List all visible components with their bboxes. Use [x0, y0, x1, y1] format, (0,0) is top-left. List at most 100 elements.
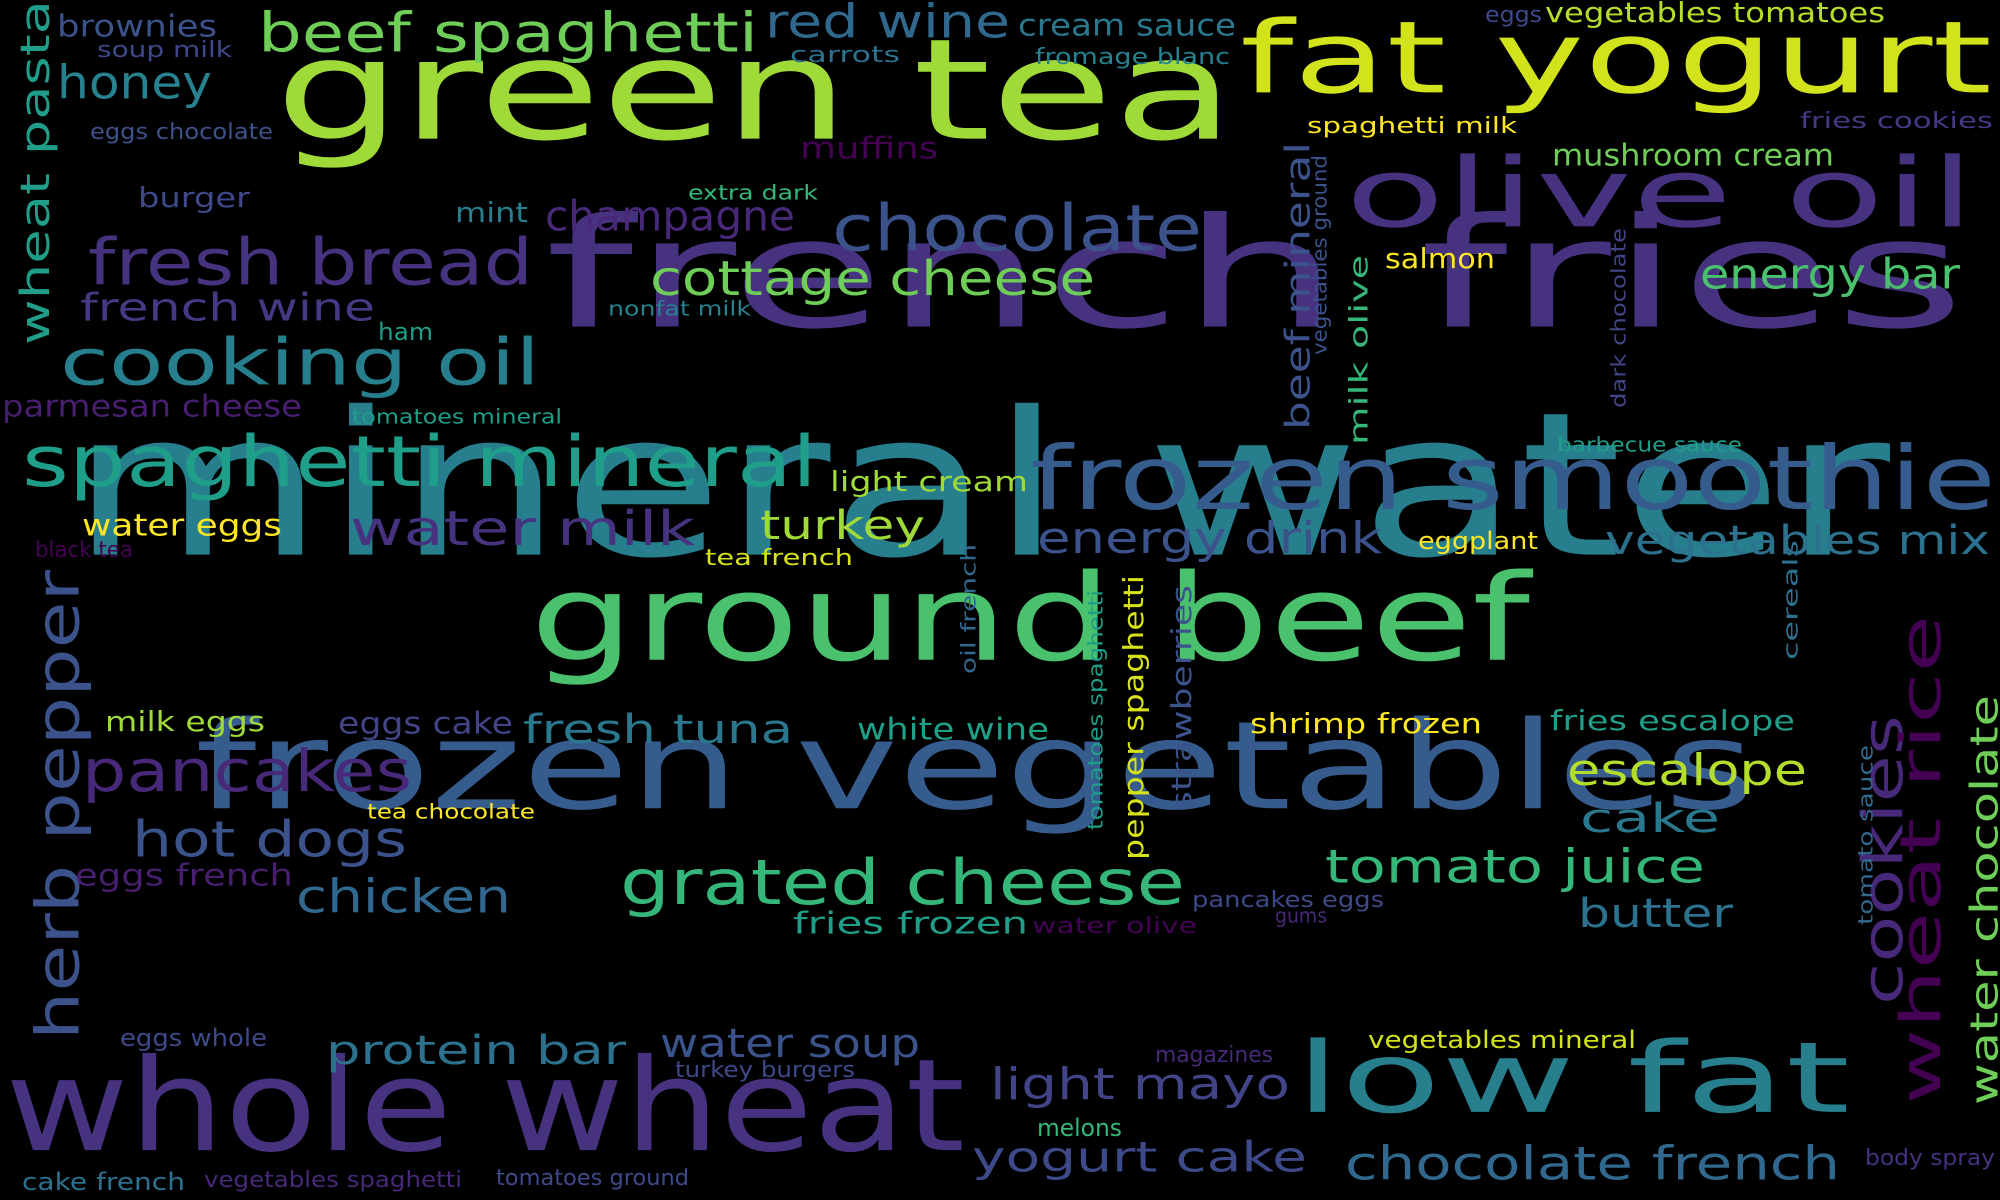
word-milk-eggs: milk eggs [105, 705, 265, 738]
word-tea-french: tea french [705, 546, 853, 571]
word-chocolate: chocolate [832, 193, 1202, 267]
word-eggs-french: eggs french [75, 859, 293, 894]
word-fresh-bread: fresh bread [88, 227, 533, 301]
word-wheat-pasta: wheat pasta [13, 0, 59, 345]
word-shrimp-frozen: shrimp frozen [1250, 707, 1482, 740]
word-fries-frozen: fries frozen [793, 907, 1028, 942]
word-milk-olive: milk olive [1345, 255, 1375, 445]
word-frozen-vegetables: frozen vegetables [195, 695, 1755, 837]
word-energy-bar: energy bar [1700, 250, 1961, 299]
word-water-milk: water milk [350, 501, 695, 557]
word-gums: gums [1275, 904, 1327, 928]
word-spaghetti-milk: spaghetti milk [1307, 114, 1517, 139]
word-mineral-water: mineral water [70, 370, 1891, 603]
word-hot-dogs: hot dogs [132, 811, 407, 869]
word-fries-escalope: fries escalope [1550, 704, 1795, 737]
word-cream-sauce: cream sauce [1018, 9, 1236, 44]
word-light-cream: light cream [830, 465, 1028, 498]
word-parmesan-cheese: parmesan cheese [2, 390, 302, 425]
word-black-tea: black tea [35, 538, 133, 563]
word-fat-yogurt: fat yogurt [1240, 0, 1992, 116]
word-eggs-chocolate: eggs chocolate [90, 120, 273, 145]
word-mint: mint [455, 196, 528, 229]
word-cooking-oil: cooking oil [60, 327, 540, 401]
word-eggs: eggs [1485, 3, 1542, 28]
word-barbecue-sauce: barbecue sauce [1557, 433, 1742, 457]
word-dark-chocolate: dark chocolate [1607, 228, 1631, 408]
word-tomato-sauce: tomato sauce [1854, 745, 1878, 925]
word-cottage-cheese: cottage cheese [650, 251, 1095, 307]
word-cookies: cookies [1851, 715, 1916, 1005]
word-vegetables-mix: vegetables mix [1605, 518, 1990, 564]
word-melons: melons [1037, 1114, 1122, 1142]
word-french-wine: french wine [80, 286, 375, 330]
word-water-eggs: water eggs [82, 509, 282, 544]
word-low-fat: low fat [1295, 1022, 1850, 1136]
word-eggplant: eggplant [1418, 527, 1538, 555]
word-vegetables-ground: vegetables ground [1308, 155, 1332, 355]
word-wheat-rice: wheat rice [1889, 615, 1954, 1105]
word-carrots: carrots [790, 43, 900, 68]
word-cake-french: cake french [22, 1168, 185, 1196]
word-escalope: escalope [1567, 745, 1807, 796]
word-chicken: chicken [296, 870, 511, 924]
word-white-wine: white wine [857, 713, 1049, 748]
word-frozen-smoothie: frozen smoothie [1030, 427, 1996, 530]
word-nonfat-milk: nonfat milk [608, 297, 752, 321]
word-mushroom-cream: mushroom cream [1552, 139, 1834, 174]
word-herb-pepper: herb pepper [24, 570, 94, 1040]
word-yogurt-cake: yogurt cake [972, 1133, 1307, 1182]
word-vegetables-spaghetti: vegetables spaghetti [204, 1168, 462, 1193]
word-eggs-cake: eggs cake [338, 707, 513, 742]
word-grated-cheese: grated cheese [620, 846, 1185, 919]
word-spaghetti-mineral: spaghetti mineral [22, 421, 817, 503]
word-pepper-spaghetti: pepper spaghetti [1117, 575, 1150, 860]
word-extra-dark: extra dark [688, 181, 819, 205]
word-pancakes-eggs: pancakes eggs [1192, 888, 1384, 913]
word-eggs-whole: eggs whole [120, 1024, 267, 1052]
word-tomatoes-mineral: tomatoes mineral [352, 405, 562, 429]
word-vegetables-mineral: vegetables mineral [1368, 1026, 1636, 1054]
word-ham: ham [378, 318, 433, 346]
word-light-mayo: light mayo [990, 1059, 1290, 1110]
word-water-chocolate: water chocolate [1963, 695, 2000, 1105]
word-oil-french: oil french [957, 544, 981, 674]
word-magazines: magazines [1155, 1043, 1273, 1068]
word-water-olive: water olive [1032, 914, 1197, 939]
word-whole-wheat: whole wheat [5, 1032, 965, 1181]
word-body-spray: body spray [1865, 1146, 1995, 1171]
word-tomatoes-ground: tomatoes ground [496, 1166, 689, 1191]
word-fromage-blanc: fromage blanc [1035, 45, 1230, 70]
word-protein-bar: protein bar [326, 1028, 627, 1074]
word-butter: butter [1578, 891, 1734, 937]
word-cake: cake [1580, 796, 1720, 842]
word-strawberries: strawberries [1165, 585, 1198, 810]
word-turkey: turkey [760, 503, 925, 549]
word-red-wine: red wine [765, 0, 1010, 49]
word-chocolate-french: chocolate french [1345, 1137, 1840, 1191]
word-water-soup: water soup [660, 1021, 920, 1067]
word-energy-drink: energy drink [1037, 513, 1383, 564]
word-ground-beef: ground beef [530, 550, 1534, 689]
word-salmon: salmon [1385, 242, 1495, 275]
word-champagne: champagne [545, 192, 795, 241]
word-tomatoes-spaghetti: tomatoes spaghetti [1084, 590, 1108, 830]
word-burger: burger [138, 181, 251, 214]
word-olive-oil: olive oil [1345, 137, 1975, 249]
word-fries-cookies: fries cookies [1800, 109, 1993, 134]
word-fresh-tuna: fresh tuna [523, 707, 793, 753]
word-pancakes: pancakes [82, 737, 412, 805]
word-tomato-juice: tomato juice [1325, 840, 1705, 894]
word-green-tea: green tea [275, 10, 1235, 173]
word-soup-milk: soup milk [97, 38, 232, 63]
word-turkey-burgers: turkey burgers [675, 1058, 855, 1083]
word-beef-spaghetti: beef spaghetti [258, 2, 758, 65]
word-beef-mineral: beef mineral [1279, 142, 1319, 430]
word-vegetables-tomatoes: vegetables tomatoes [1545, 0, 1885, 29]
word-french-fries: french fries [545, 186, 1965, 363]
word-muffins: muffins [800, 132, 938, 167]
word-honey: honey [57, 56, 212, 110]
word-tea-chocolate: tea chocolate [367, 800, 535, 824]
